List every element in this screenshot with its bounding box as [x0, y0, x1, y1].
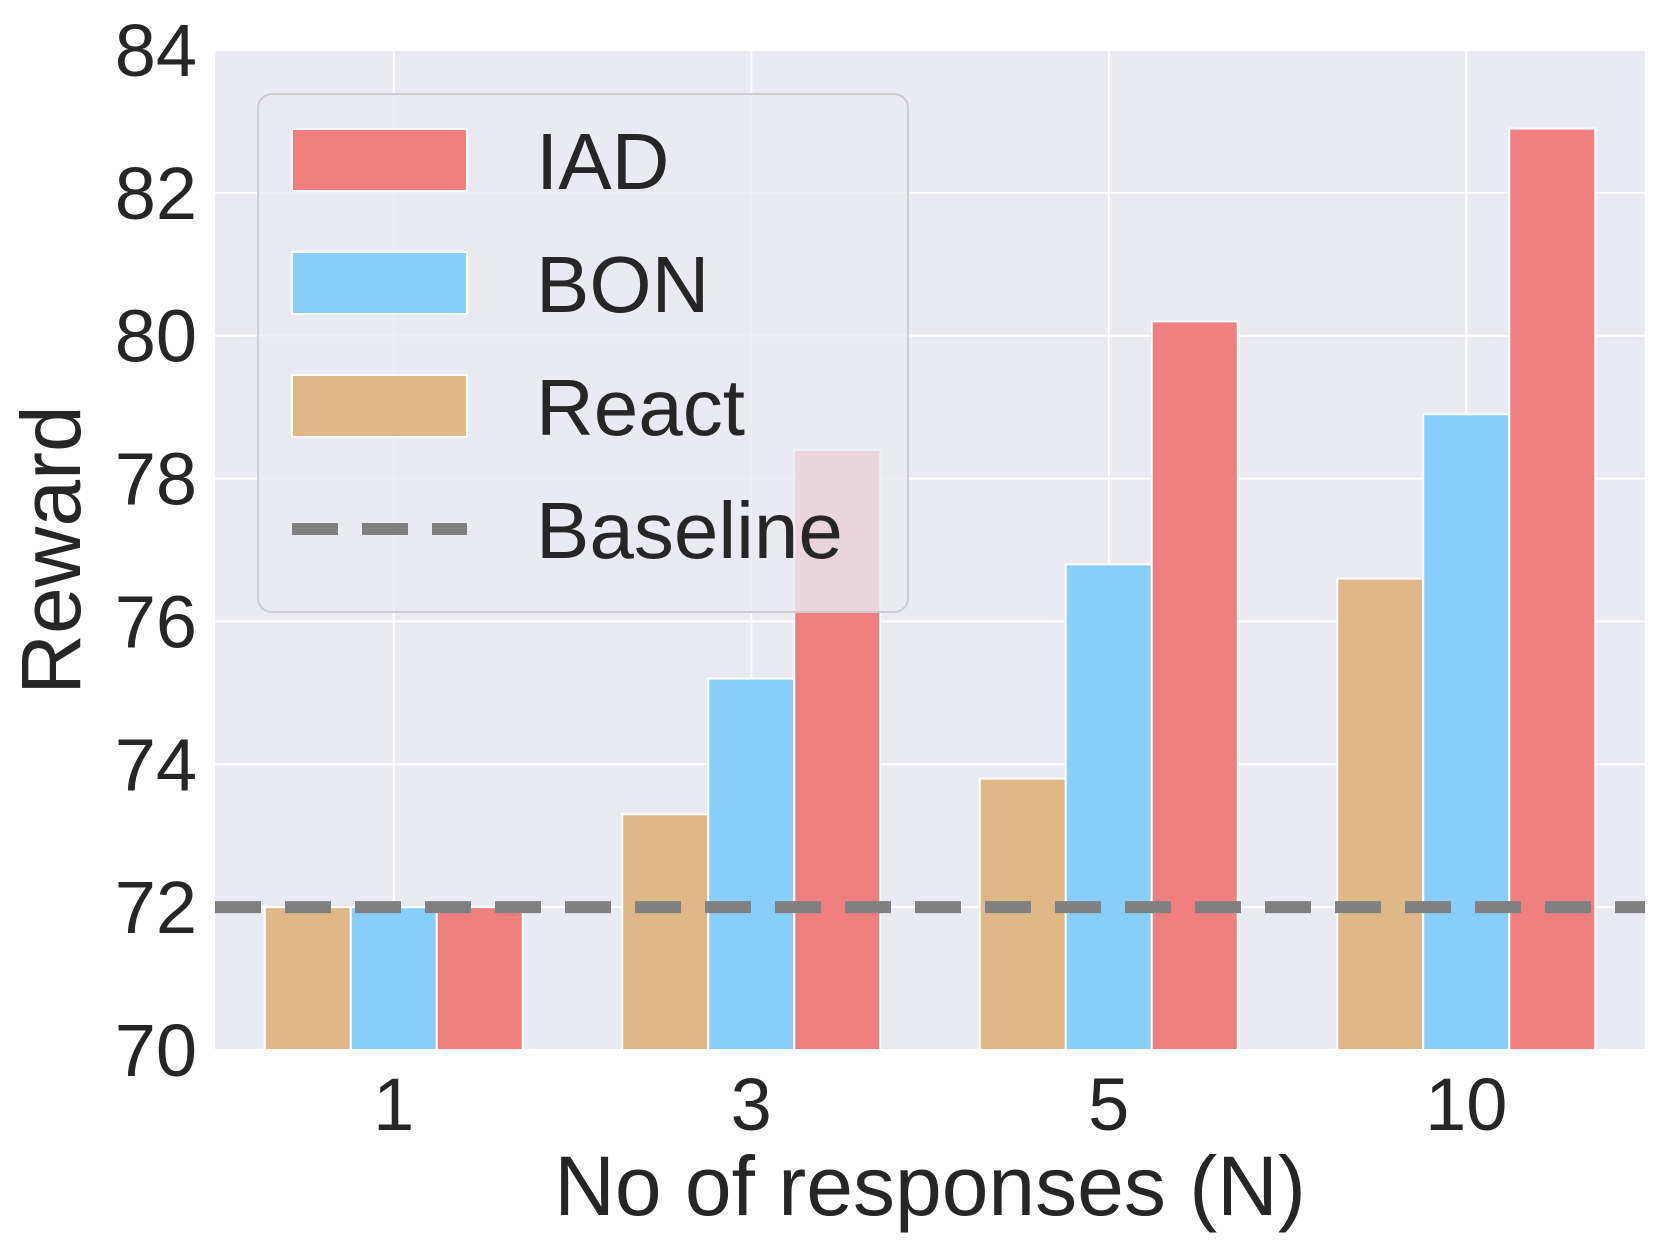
bar-iad-5 [1150, 320, 1239, 1051]
legend-swatch-bon [291, 251, 468, 315]
legend-label-bon: BON [536, 240, 709, 329]
x-tick-label: 1 [373, 1063, 414, 1146]
y-tick-label: 84 [115, 9, 197, 92]
x-tick-label: 10 [1425, 1063, 1507, 1146]
x-axis-title: No of responses (N) [554, 1139, 1306, 1233]
bar-react-5 [978, 777, 1067, 1051]
bars [263, 127, 1597, 1052]
y-tick-label: 82 [115, 152, 197, 235]
bar-iad-1 [435, 906, 524, 1052]
legend-swatch-iad [291, 128, 468, 192]
bar-bon-5 [1064, 563, 1153, 1051]
legend-swatch-react [291, 374, 468, 438]
bar-iad-10 [1508, 127, 1597, 1052]
y-tick-label: 80 [115, 295, 197, 378]
bar-react-1 [263, 906, 352, 1052]
legend: IAD BON React Baseline [257, 93, 909, 613]
x-tick-labels: 1 3 5 10 [373, 1063, 1507, 1146]
y-tick-label: 70 [115, 1009, 197, 1092]
y-tick-label: 72 [115, 866, 197, 949]
bar-react-3 [621, 813, 710, 1051]
x-tick-label: 3 [731, 1063, 772, 1146]
bar-bon-3 [707, 677, 796, 1051]
y-tick-label: 76 [115, 580, 197, 663]
bar-bon-1 [349, 906, 438, 1052]
bar-bon-10 [1422, 413, 1511, 1051]
legend-label-react: React [536, 363, 745, 452]
y-tick-labels: 70 72 74 76 78 80 82 84 [115, 9, 197, 1092]
legend-label-baseline: Baseline [536, 486, 843, 575]
bar-react-10 [1336, 577, 1425, 1051]
legend-frame [257, 93, 909, 613]
x-tick-label: 5 [1088, 1063, 1129, 1146]
y-tick-label: 78 [115, 438, 197, 521]
y-axis-title: Reward [4, 405, 98, 694]
y-tick-label: 74 [115, 723, 197, 806]
legend-label-iad: IAD [536, 117, 669, 206]
